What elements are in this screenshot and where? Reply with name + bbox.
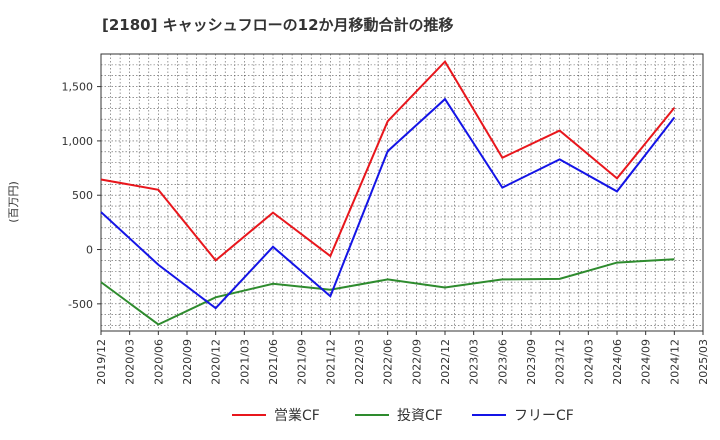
x-tick-label: 2019/12 [95,339,108,385]
x-tick-label: 2024/03 [582,339,595,385]
x-tick-label: 2021/09 [296,339,309,385]
x-tick-label: 2020/09 [181,339,194,385]
y-tick-label: 1,500 [62,81,94,94]
y-tick-label: 0 [86,244,93,257]
series-line-0 [100,59,676,262]
x-tick-label: 2020/12 [210,339,223,385]
x-tick-label: 2023/03 [468,339,481,385]
y-tick-label: 500 [72,189,93,202]
y-tick-label: -500 [68,298,93,311]
series-line-2 [100,97,676,310]
x-tick-label: 2023/06 [496,339,509,385]
series-line-1 [100,258,675,326]
y-axis-ticks: -500 0 500 1,000 1,500 [62,81,101,311]
legend-label-1: 投資CF [397,408,443,424]
legend-label-0: 営業CF [274,408,320,424]
series-lines [100,59,676,326]
x-tick-label: 2022/09 [410,339,423,385]
x-tick-label: 2024/12 [668,339,681,385]
x-tick-label: 2020/06 [152,339,165,385]
legend-label-2: フリーCF [514,408,574,424]
x-tick-label: 2024/06 [611,339,624,385]
x-tick-label: 2020/03 [124,339,137,385]
chart-title: [2180] キャッシュフローの12か月移動合計の推移 [102,16,454,34]
x-tick-label: 2021/06 [267,339,280,385]
y-axis-label: (百万円) [7,181,20,223]
plot-frame [100,53,704,332]
legend: 営業CF 投資CF フリーCF [232,408,574,424]
x-tick-label: 2022/06 [382,339,395,385]
x-tick-label: 2023/09 [525,339,538,385]
x-tick-label: 2022/03 [353,339,366,385]
grid [101,54,703,331]
x-axis-ticks: 2019/12 2020/03 2020/06 2020/09 2020/12 2021/… [95,331,710,385]
x-tick-label: 2024/09 [640,339,653,385]
x-tick-label: 2025/03 [697,339,710,385]
x-tick-label: 2021/12 [324,339,337,385]
x-tick-label: 2022/12 [439,339,452,385]
y-tick-label: 1,000 [62,135,94,148]
x-tick-label: 2023/12 [554,339,567,385]
x-tick-label: 2021/03 [238,339,251,385]
